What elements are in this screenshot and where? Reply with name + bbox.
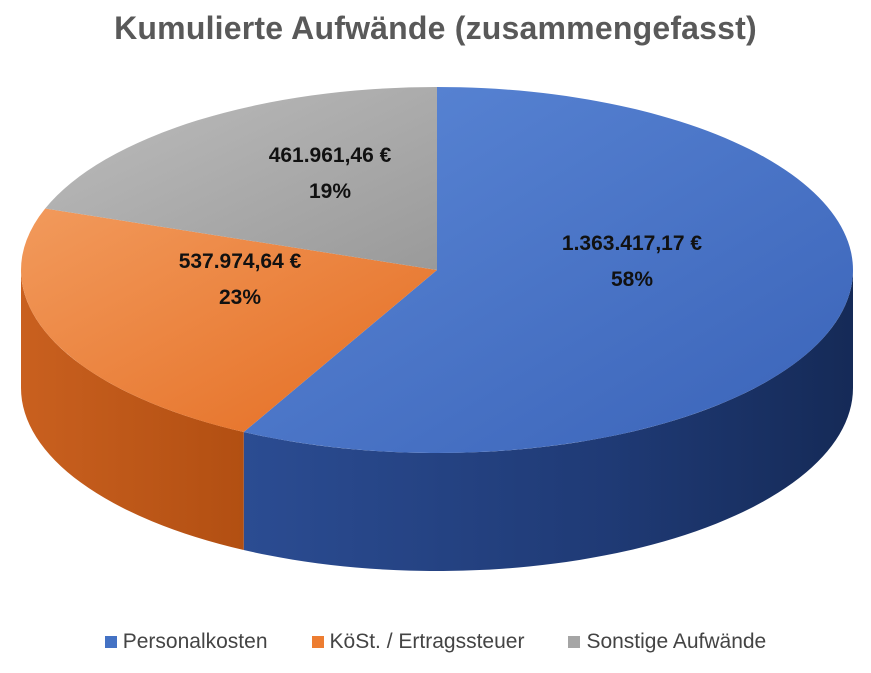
legend-swatch: [568, 636, 581, 648]
legend-swatch: [311, 636, 324, 648]
legend-label: KöSt. / Ertragssteuer: [329, 630, 525, 653]
data-label-percent-2: 19%: [309, 180, 351, 203]
data-label-percent-0: 58%: [611, 268, 653, 291]
pie-side-1: [21, 270, 244, 551]
legend-item-2: Sonstige Aufwände: [568, 630, 766, 654]
legend-label: Personalkosten: [122, 630, 268, 653]
legend-label: Sonstige Aufwände: [586, 630, 767, 653]
data-label-value-2: 461.961,46 €: [269, 144, 392, 167]
data-label-percent-1: 23%: [219, 286, 261, 309]
pie-slice-1: [21, 208, 437, 433]
pie-side-0: [243, 270, 854, 571]
legend-item-0: Personalkosten: [104, 630, 268, 654]
data-label-value-1: 537.974,64 €: [179, 250, 302, 273]
legend: Personalkosten KöSt. / Ertragssteuer Sonst…: [0, 630, 871, 654]
legend-swatch: [104, 636, 117, 648]
pie-slice-2: [45, 86, 438, 270]
data-label-value-0: 1.363.417,17 €: [562, 232, 702, 255]
pie-slice-0: [243, 87, 854, 453]
legend-item-1: KöSt. / Ertragssteuer: [311, 630, 525, 654]
chart-title: Kumulierte Aufwände (zusammengefasst): [114, 10, 757, 46]
